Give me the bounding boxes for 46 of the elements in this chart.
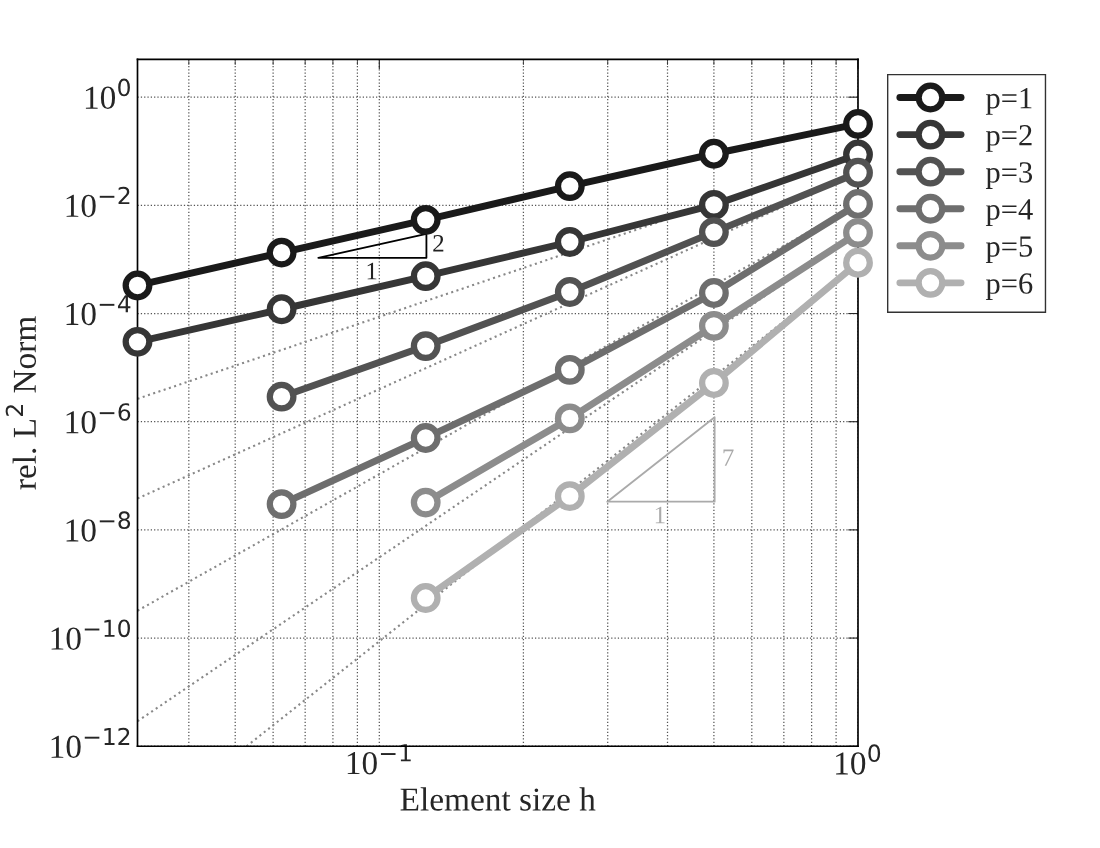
- y-tick-label: 10$^{−6}$: [66, 403, 131, 434]
- point: [698, 278, 729, 308]
- point: [554, 403, 585, 434]
- point: [698, 217, 729, 248]
- point: [554, 481, 585, 512]
- point: [698, 310, 729, 341]
- point: [410, 261, 441, 292]
- legend-label: p=3: [985, 162, 1033, 189]
- point: [843, 157, 873, 188]
- point: [554, 227, 585, 257]
- point: [843, 109, 873, 139]
- point: [266, 294, 297, 325]
- point: [698, 138, 729, 169]
- annotation: 1: [655, 506, 665, 524]
- annotation: 1: [367, 262, 377, 280]
- point: [410, 423, 441, 453]
- y-tick-label: 10$^{−8}$: [66, 511, 131, 542]
- point: [698, 189, 729, 220]
- point: [122, 326, 153, 357]
- annotation: 7: [723, 449, 734, 466]
- x-axis-title: Element size h: [400, 787, 596, 811]
- y-tick-label: 10$^{−4}$: [66, 295, 131, 326]
- legend-label: p=5: [985, 236, 1033, 264]
- annotation: 2: [433, 234, 444, 252]
- legend-label: p=2: [985, 125, 1032, 152]
- y-tick-label: 10$^{−12}$: [51, 727, 130, 759]
- legend-label: p=6: [985, 273, 1033, 301]
- y-tick-label: 10$^{0}$: [85, 78, 130, 110]
- point: [554, 354, 585, 385]
- point: [266, 381, 297, 412]
- point: [410, 204, 441, 235]
- point: [410, 583, 441, 613]
- y-tick-label: 10$^{−10}$: [51, 619, 130, 650]
- point: [698, 368, 729, 398]
- y-axis-title: rel. L$^{2}$ Norm: [5, 316, 37, 490]
- point: [410, 487, 441, 518]
- point: [843, 189, 873, 219]
- point: [843, 247, 873, 278]
- point: [266, 237, 297, 268]
- legend-label: p=1: [985, 88, 1032, 115]
- point: [266, 489, 297, 520]
- point: [410, 331, 441, 362]
- point: [554, 277, 585, 307]
- point: [554, 171, 585, 202]
- legend-label: p=4: [985, 199, 1033, 226]
- y-tick-label: 10$^{−2}$: [66, 186, 130, 218]
